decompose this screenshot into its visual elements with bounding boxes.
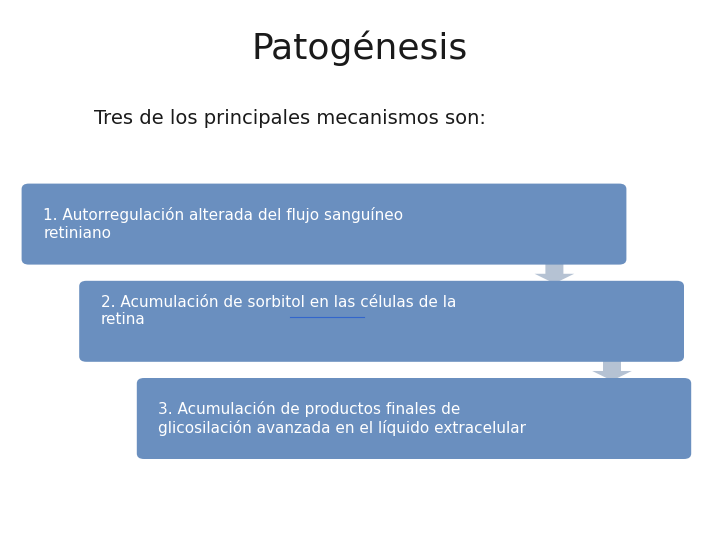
FancyBboxPatch shape	[79, 281, 684, 362]
Text: 3. Acumulación de productos finales de
glicosilación avanzada en el líquido extr: 3. Acumulación de productos finales de g…	[158, 401, 526, 436]
Polygon shape	[593, 359, 632, 381]
Text: 2. Acumulación de: 2. Acumulación de	[101, 303, 247, 318]
Text: Patogénesis: Patogénesis	[252, 31, 468, 66]
Polygon shape	[534, 262, 575, 284]
Text: 2. Acumulación de sorbitol en las células de la
retina: 2. Acumulación de sorbitol en las célula…	[101, 295, 456, 327]
FancyBboxPatch shape	[137, 378, 691, 459]
FancyBboxPatch shape	[22, 184, 626, 265]
Text: 2. Acumulación de sorbitol: 2. Acumulación de sorbitol	[101, 303, 305, 318]
Text: Tres de los principales mecanismos son:: Tres de los principales mecanismos son:	[94, 109, 485, 129]
Text: 1. Autorregulación alterada del flujo sanguíneo
retiniano: 1. Autorregulación alterada del flujo sa…	[43, 207, 403, 241]
